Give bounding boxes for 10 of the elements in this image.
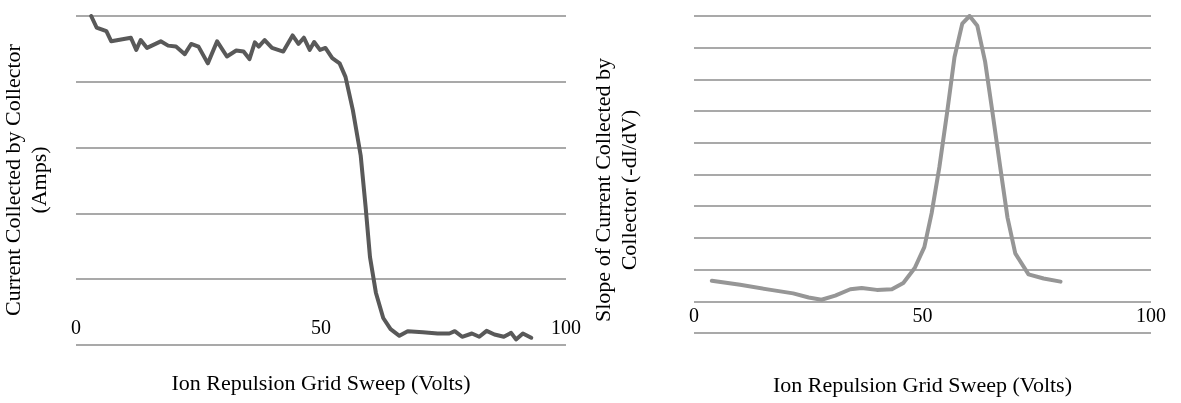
x-axis-title: Ion Repulsion Grid Sweep (Volts) bbox=[171, 369, 471, 395]
x-tick-label: 0 bbox=[689, 304, 699, 326]
x-axis-title: Ion Repulsion Grid Sweep (Volts) bbox=[772, 371, 1073, 397]
x-tick-label: 50 bbox=[912, 304, 933, 326]
y-axis-title: Slope of Current Collected by Collector (-dI/dV) bbox=[590, 57, 642, 324]
x-tick-label: 100 bbox=[1136, 304, 1166, 326]
y-axis-title: Current Collected by Collector (Amps) bbox=[0, 43, 52, 318]
x-tick-label: 0 bbox=[71, 316, 81, 338]
x-tick-label: 100 bbox=[551, 316, 581, 338]
x-tick-label: 50 bbox=[311, 316, 331, 338]
